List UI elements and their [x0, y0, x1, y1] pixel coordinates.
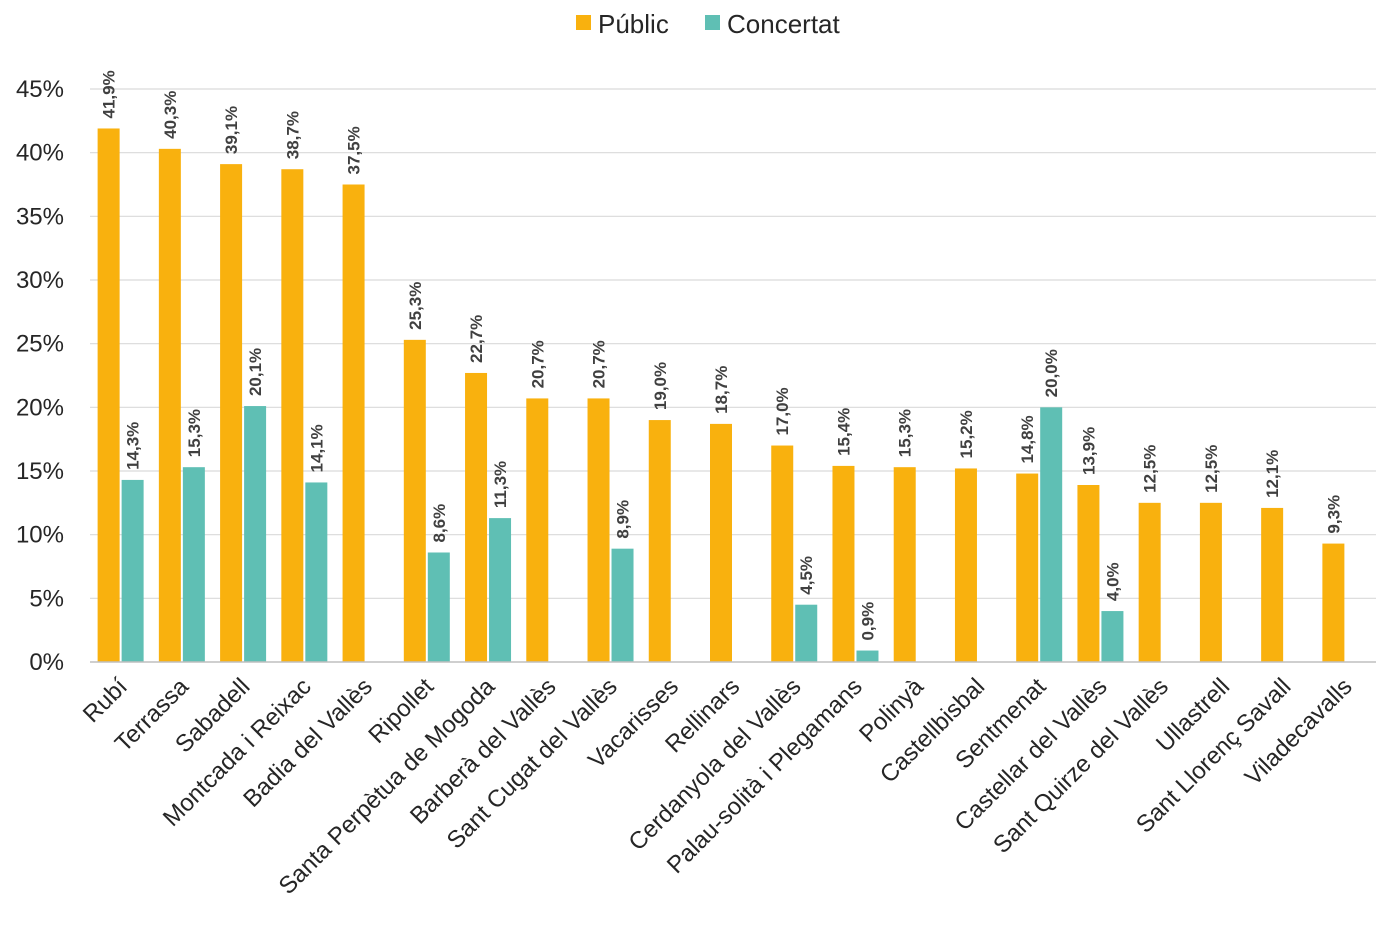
y-tick-label: 15% — [16, 458, 64, 485]
data-label-public-badia-del-valles: 37,5% — [345, 126, 364, 174]
data-label-public-rellinars: 18,7% — [712, 366, 731, 414]
y-tick-label: 35% — [16, 203, 64, 230]
bar-public-santa-perpetua-de-mogoda — [465, 372, 488, 662]
bars — [97, 128, 1345, 663]
bar-public-montcada-i-reixac — [281, 169, 304, 662]
bar-public-cerdanyola-del-valles — [771, 445, 794, 662]
bar-public-ullastrell — [1199, 502, 1222, 662]
data-label-public-castellar-del-valles: 13,9% — [1079, 427, 1098, 475]
data-label-public-polinya: 15,3% — [896, 409, 915, 457]
data-label-concertat-sentmenat: 20,0% — [1042, 349, 1061, 397]
data-label-public-sentmenat: 14,8% — [1018, 415, 1037, 463]
bar-public-palau-solita-i-plegamans — [832, 465, 855, 662]
legend-swatch-public — [576, 15, 591, 30]
data-labels: 41,9% 14,3% 40,3% 15,3% 39,1% 20,1% 38,7% 14,1%… — [100, 70, 1344, 640]
x-tick-label-viladecavalls: Viladecavalls — [1240, 673, 1358, 791]
data-label-public-santa-perpetua-de-mogoda: 22,7% — [467, 315, 486, 363]
bar-public-sentmenat — [1016, 473, 1039, 662]
bar-public-barbera-del-valles — [526, 398, 549, 662]
bar-concertat-sentmenat — [1040, 407, 1063, 662]
data-label-public-barbera-del-valles: 20,7% — [528, 340, 547, 388]
bar-public-rubi — [97, 128, 120, 662]
data-label-public-castellbisbal: 15,2% — [957, 410, 976, 458]
bar-public-ripollet — [403, 339, 426, 662]
legend-item-public: Públic — [576, 9, 669, 39]
bar-concertat-sant-cugat-del-valles — [611, 548, 634, 662]
bar-public-badia-del-valles — [342, 184, 365, 662]
data-label-public-sant-quirze-del-valles: 12,5% — [1141, 445, 1160, 493]
data-label-public-ullastrell: 12,5% — [1202, 445, 1221, 493]
bar-public-sant-quirze-del-valles — [1138, 502, 1161, 662]
data-label-concertat-cerdanyola-del-valles: 4,5% — [797, 556, 816, 595]
bar-concertat-palau-solita-i-plegamans — [856, 650, 879, 662]
data-label-concertat-santa-perpetua-de-mogoda: 11,3% — [491, 461, 510, 508]
data-label-public-terrassa: 40,3% — [161, 91, 180, 139]
bar-public-terrassa — [158, 148, 181, 662]
gridlines — [90, 88, 1376, 599]
bar-public-sant-llorenc-savall — [1261, 507, 1284, 662]
bar-concertat-ripollet — [427, 552, 450, 662]
data-label-public-cerdanyola-del-valles: 17,0% — [773, 387, 792, 435]
data-label-concertat-palau-solita-i-plegamans: 0,9% — [858, 602, 877, 641]
legend: Públic Concertat — [576, 9, 840, 39]
y-tick-label: 0% — [29, 649, 64, 676]
bar-public-rellinars — [710, 423, 732, 662]
data-label-public-sant-llorenc-savall: 12,1% — [1263, 450, 1282, 498]
bar-public-vacarisses — [648, 420, 671, 662]
legend-label-concertat: Concertat — [727, 9, 840, 39]
bar-public-castellbisbal — [954, 468, 977, 662]
bar-public-sabadell — [220, 164, 243, 663]
y-tick-label: 25% — [16, 331, 64, 358]
legend-item-concertat: Concertat — [705, 9, 840, 39]
y-tick-label: 40% — [16, 140, 64, 167]
data-label-public-palau-solita-i-plegamans: 15,4% — [834, 408, 853, 456]
data-label-public-vacarisses: 19,0% — [651, 362, 670, 410]
data-label-concertat-rubi: 14,3% — [124, 422, 143, 470]
bar-concertat-cerdanyola-del-valles — [795, 604, 818, 662]
legend-swatch-concertat — [705, 15, 720, 30]
data-label-concertat-sant-cugat-del-valles: 8,9% — [614, 500, 633, 539]
bar-public-sant-cugat-del-valles — [587, 398, 610, 662]
bar-public-viladecavalls — [1322, 543, 1345, 662]
data-label-public-rubi: 41,9% — [100, 70, 119, 118]
data-label-public-montcada-i-reixac: 38,7% — [283, 111, 302, 159]
data-label-public-viladecavalls: 9,3% — [1324, 495, 1343, 534]
data-label-concertat-sabadell: 20,1% — [246, 348, 265, 396]
bar-concertat-santa-perpetua-de-mogoda — [489, 518, 512, 662]
bar-concertat-castellar-del-valles — [1101, 611, 1124, 662]
data-label-concertat-terrassa: 15,3% — [185, 409, 204, 457]
data-label-concertat-ripollet: 8,6% — [430, 504, 449, 543]
bar-concertat-sabadell — [244, 406, 267, 662]
y-axis: 0% 5% 10% 15% 20% 25% 30% 35% 40% 45% — [16, 76, 64, 676]
data-label-concertat-castellar-del-valles: 4,0% — [1103, 562, 1122, 601]
y-tick-label: 30% — [16, 267, 64, 294]
data-label-public-sant-cugat-del-valles: 20,7% — [590, 340, 609, 388]
data-label-concertat-montcada-i-reixac: 14,1% — [307, 424, 326, 472]
y-tick-label: 5% — [29, 585, 64, 612]
bar-concertat-rubi — [121, 479, 144, 662]
data-label-public-sabadell: 39,1% — [222, 106, 241, 154]
y-tick-label: 20% — [16, 394, 64, 421]
bar-public-castellar-del-valles — [1077, 485, 1100, 662]
x-tick-label-rubi: Rubí — [78, 673, 133, 728]
bar-concertat-terrassa — [182, 467, 205, 662]
bar-public-polinya — [893, 467, 916, 662]
y-tick-label: 10% — [16, 522, 64, 549]
bar-concertat-montcada-i-reixac — [305, 482, 328, 662]
data-label-public-ripollet: 25,3% — [406, 282, 425, 330]
legend-label-public: Públic — [598, 9, 669, 39]
y-tick-label: 45% — [16, 76, 64, 103]
